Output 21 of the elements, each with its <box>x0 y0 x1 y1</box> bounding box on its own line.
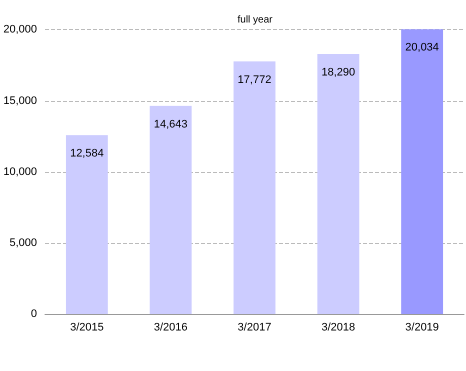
x-tick-label: 3/2017 <box>238 322 272 334</box>
bar <box>66 135 108 314</box>
bar <box>401 29 444 314</box>
x-tick-label: 3/2018 <box>321 322 356 334</box>
bar <box>150 106 192 314</box>
bar <box>317 54 360 314</box>
x-tick-label: 3/2019 <box>405 322 439 334</box>
x-tick-label: 3/2015 <box>70 322 104 334</box>
data-label: 17,772 <box>238 74 272 86</box>
x-tick-label: 3/2016 <box>154 322 188 334</box>
y-tick-label: 10,000 <box>3 166 37 178</box>
y-tick-label: 0 <box>30 308 37 320</box>
data-label: 18,290 <box>321 66 356 79</box>
data-label: 14,643 <box>154 118 188 130</box>
data-label: 12,584 <box>70 148 104 160</box>
y-tick-label: 5,000 <box>9 236 37 249</box>
y-tick-label: 20,000 <box>3 24 37 36</box>
chart-title: full year <box>237 14 274 26</box>
bar <box>234 61 276 314</box>
y-tick-label: 15,000 <box>3 94 37 107</box>
data-label: 20,034 <box>405 42 439 54</box>
